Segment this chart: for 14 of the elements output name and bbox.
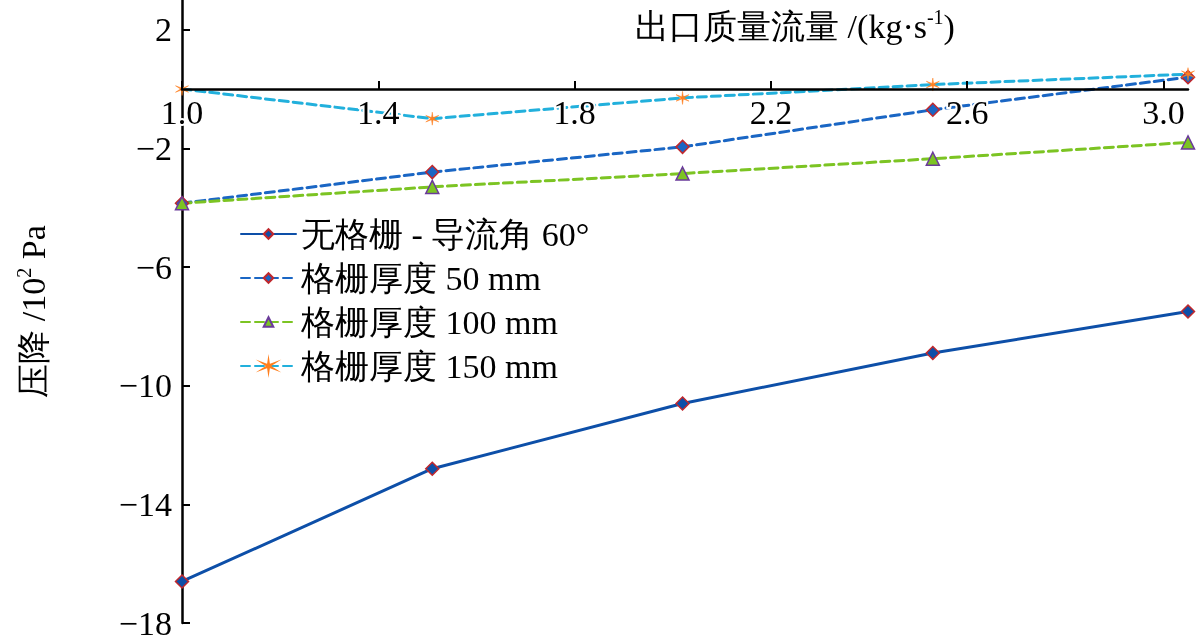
legend-label: 格栅厚度 100 mm [300, 303, 558, 341]
y-tick-label: −2 [135, 129, 172, 167]
x-tick-label: 2.6 [945, 93, 989, 131]
legend-label: 格栅厚度 50 mm [300, 259, 541, 297]
legend-label: 无格栅 - 导流角 60° [301, 215, 590, 253]
x-tick-label: 2.2 [749, 93, 793, 131]
y-tick-label: −18 [118, 604, 172, 638]
y-axis-title: 压降 /102 Pa [13, 225, 52, 398]
x-tick-label: 3.0 [1142, 93, 1185, 131]
legend-label: 格栅厚度 150 mm [300, 347, 558, 385]
y-tick-label: 2 [155, 11, 172, 49]
y-tick-label: −10 [118, 367, 172, 405]
y-tick-label: −6 [135, 248, 172, 286]
y-tick-label: −14 [118, 485, 172, 523]
